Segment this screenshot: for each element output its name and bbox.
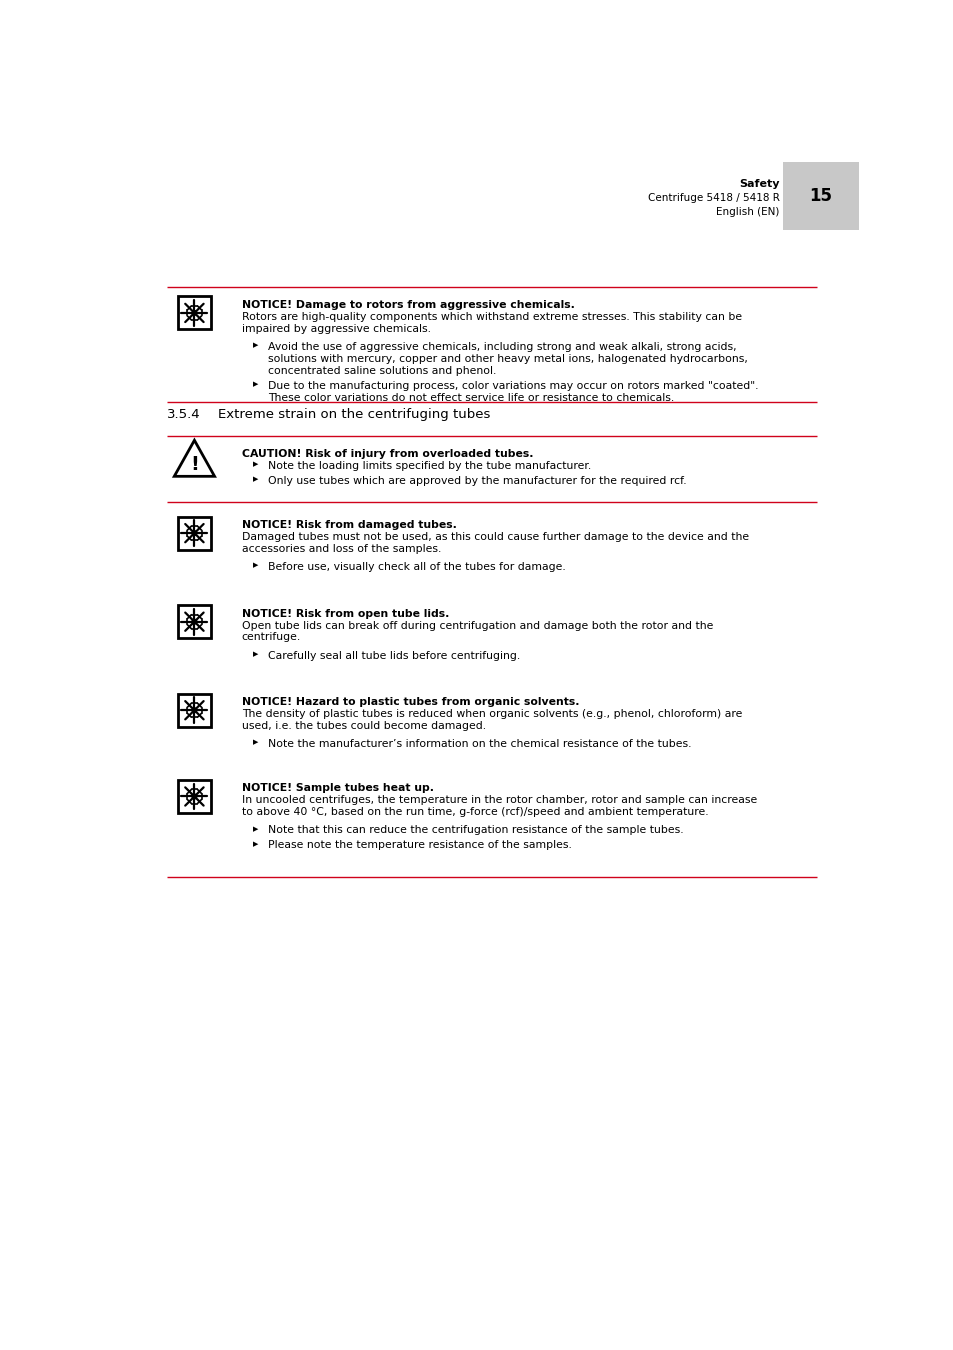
Text: Carefully seal all tube lids before centrifuging.: Carefully seal all tube lids before cent…: [268, 651, 519, 660]
FancyBboxPatch shape: [177, 605, 211, 639]
Text: Open tube lids can break off during centrifugation and damage both the rotor and: Open tube lids can break off during cent…: [241, 621, 712, 630]
FancyBboxPatch shape: [177, 297, 211, 329]
Text: Rotors are high-quality components which withstand extreme stresses. This stabil: Rotors are high-quality components which…: [241, 312, 741, 321]
Circle shape: [192, 310, 196, 316]
Text: concentrated saline solutions and phenol.: concentrated saline solutions and phenol…: [268, 366, 496, 375]
Text: ▶: ▶: [253, 381, 257, 387]
Text: CAUTION! Risk of injury from overloaded tubes.: CAUTION! Risk of injury from overloaded …: [241, 450, 533, 459]
Text: ▶: ▶: [253, 826, 257, 832]
Text: These color variations do not effect service life or resistance to chemicals.: These color variations do not effect ser…: [268, 393, 674, 402]
Circle shape: [192, 531, 196, 536]
Text: Safety: Safety: [739, 180, 779, 189]
Text: ▶: ▶: [253, 477, 257, 482]
Text: ▶: ▶: [253, 740, 257, 745]
Text: Note the manufacturer’s information on the chemical resistance of the tubes.: Note the manufacturer’s information on t…: [268, 738, 691, 749]
Text: accessories and loss of the samples.: accessories and loss of the samples.: [241, 544, 440, 554]
Text: used, i.e. the tubes could become damaged.: used, i.e. the tubes could become damage…: [241, 721, 485, 730]
FancyBboxPatch shape: [177, 517, 211, 549]
Text: Due to the manufacturing process, color variations may occur on rotors marked "c: Due to the manufacturing process, color …: [268, 381, 758, 390]
Text: ▶: ▶: [253, 841, 257, 846]
Circle shape: [192, 707, 196, 713]
FancyBboxPatch shape: [177, 780, 211, 813]
Text: ▶: ▶: [253, 343, 257, 348]
Text: NOTICE! Hazard to plastic tubes from organic solvents.: NOTICE! Hazard to plastic tubes from org…: [241, 697, 578, 707]
Text: NOTICE! Risk from open tube lids.: NOTICE! Risk from open tube lids.: [241, 609, 449, 618]
Text: to above 40 °C, based on the run time, g-force (rcf)/speed and ambient temperatu: to above 40 °C, based on the run time, g…: [241, 807, 707, 817]
Text: ▶: ▶: [253, 462, 257, 467]
Text: NOTICE! Risk from damaged tubes.: NOTICE! Risk from damaged tubes.: [241, 520, 456, 531]
Text: impaired by aggressive chemicals.: impaired by aggressive chemicals.: [241, 324, 430, 333]
FancyBboxPatch shape: [177, 694, 211, 726]
Text: !: !: [190, 455, 198, 474]
Text: NOTICE! Damage to rotors from aggressive chemicals.: NOTICE! Damage to rotors from aggressive…: [241, 300, 574, 310]
Text: Note that this can reduce the centrifugation resistance of the sample tubes.: Note that this can reduce the centrifuga…: [268, 825, 683, 836]
Text: Extreme strain on the centrifuging tubes: Extreme strain on the centrifuging tubes: [218, 409, 490, 421]
Circle shape: [192, 620, 196, 624]
Text: Please note the temperature resistance of the samples.: Please note the temperature resistance o…: [268, 840, 572, 850]
FancyBboxPatch shape: [782, 162, 858, 230]
Text: 15: 15: [809, 186, 832, 205]
Text: The density of plastic tubes is reduced when organic solvents (e.g., phenol, chl: The density of plastic tubes is reduced …: [241, 709, 741, 720]
Text: Damaged tubes must not be used, as this could cause further damage to the device: Damaged tubes must not be used, as this …: [241, 532, 748, 541]
Polygon shape: [174, 440, 214, 477]
Text: solutions with mercury, copper and other heavy metal ions, halogenated hydrocarb: solutions with mercury, copper and other…: [268, 354, 747, 363]
Circle shape: [192, 794, 196, 799]
Text: 3.5.4: 3.5.4: [167, 409, 201, 421]
Text: Avoid the use of aggressive chemicals, including strong and weak alkali, strong : Avoid the use of aggressive chemicals, i…: [268, 342, 736, 352]
Text: In uncooled centrifuges, the temperature in the rotor chamber, rotor and sample : In uncooled centrifuges, the temperature…: [241, 795, 756, 806]
Text: Before use, visually check all of the tubes for damage.: Before use, visually check all of the tu…: [268, 562, 565, 572]
Text: Centrifuge 5418 / 5418 R: Centrifuge 5418 / 5418 R: [647, 193, 779, 202]
Text: ▶: ▶: [253, 651, 257, 657]
Text: NOTICE! Sample tubes heat up.: NOTICE! Sample tubes heat up.: [241, 783, 434, 794]
Text: Only use tubes which are approved by the manufacturer for the required rcf.: Only use tubes which are approved by the…: [268, 477, 686, 486]
Text: ▶: ▶: [253, 563, 257, 568]
Text: English (EN): English (EN): [716, 207, 779, 216]
Text: Note the loading limits specified by the tube manufacturer.: Note the loading limits specified by the…: [268, 462, 591, 471]
Text: centrifuge.: centrifuge.: [241, 632, 300, 643]
